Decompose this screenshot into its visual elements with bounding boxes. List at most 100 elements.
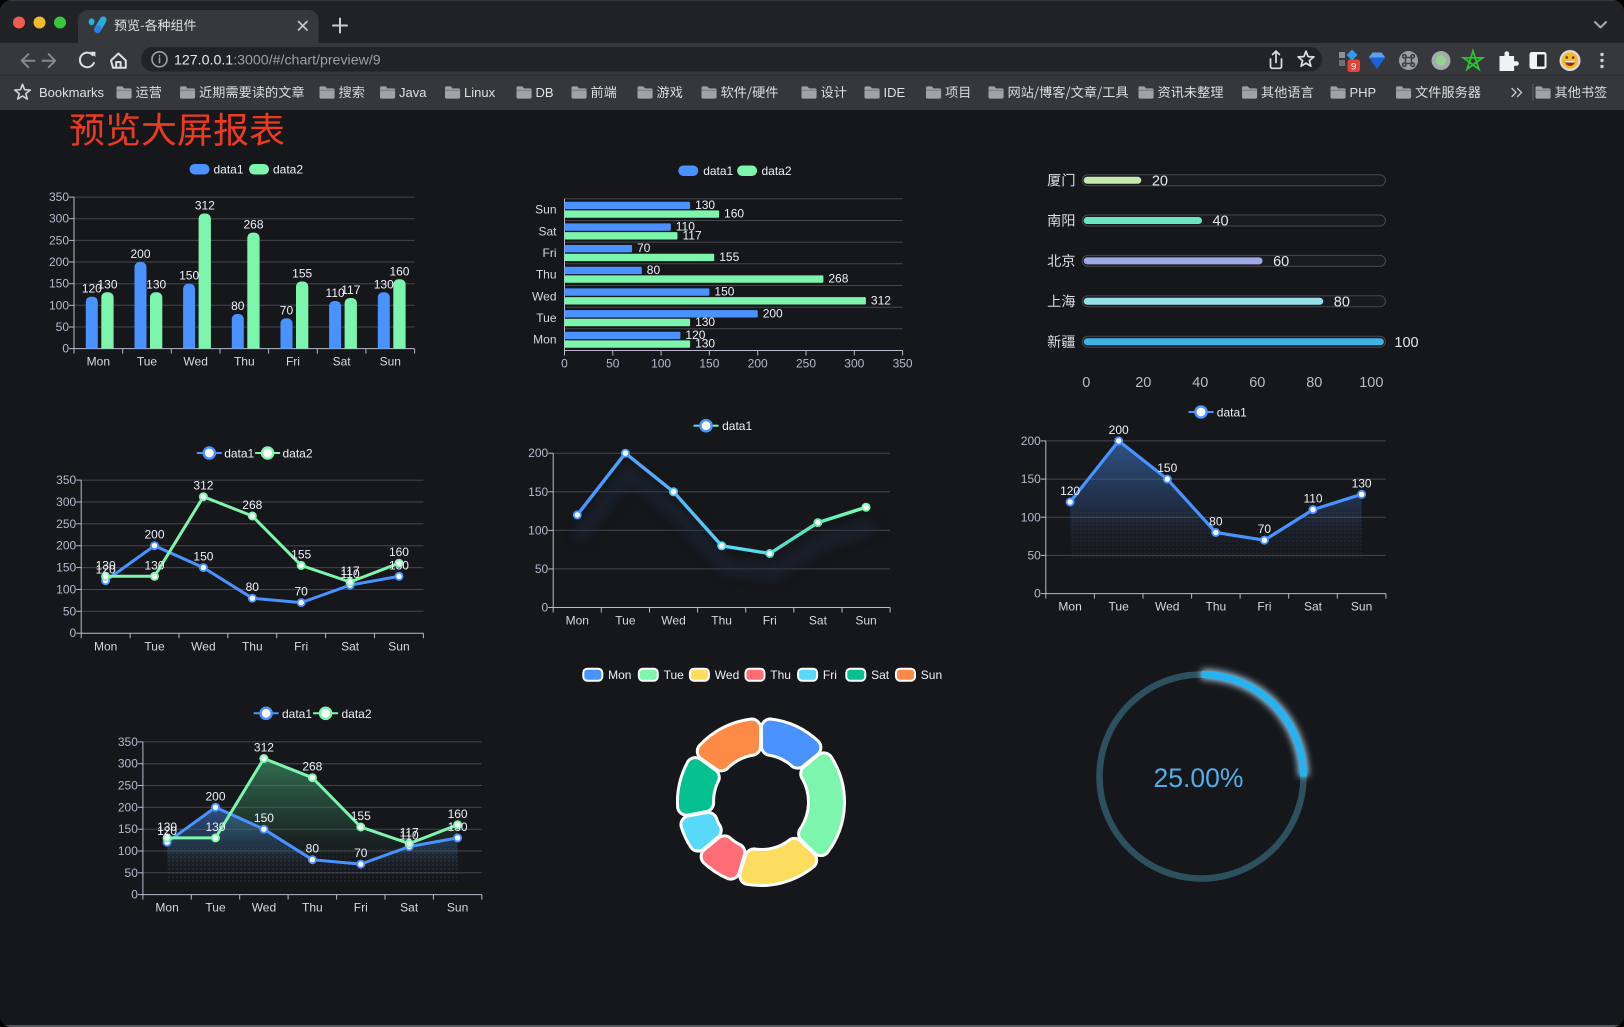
svg-text:DB: DB — [536, 85, 554, 100]
svg-text:110: 110 — [1303, 492, 1322, 506]
svg-text:127.0.0.1: 127.0.0.1 — [174, 52, 233, 68]
svg-text:Mon: Mon — [94, 640, 117, 654]
svg-text:data2: data2 — [283, 447, 313, 461]
svg-text:200: 200 — [145, 528, 165, 542]
svg-text:Tue: Tue — [1109, 600, 1130, 614]
svg-text:312: 312 — [871, 293, 891, 307]
svg-text:120: 120 — [1060, 484, 1080, 498]
svg-text:70: 70 — [295, 585, 309, 599]
svg-text:80: 80 — [1334, 294, 1350, 310]
svg-text:200: 200 — [748, 357, 768, 371]
svg-text:80: 80 — [306, 842, 320, 856]
svg-text:100: 100 — [1021, 510, 1041, 524]
svg-text:130: 130 — [146, 277, 166, 291]
svg-text:117: 117 — [683, 228, 702, 242]
svg-text:Mon: Mon — [608, 668, 631, 682]
svg-text:Sun: Sun — [380, 355, 401, 369]
svg-text:data1: data1 — [214, 163, 244, 177]
svg-text:80: 80 — [1209, 515, 1223, 529]
svg-text:150: 150 — [699, 357, 719, 371]
svg-text:Tue: Tue — [536, 311, 557, 325]
svg-text:150: 150 — [1157, 461, 1177, 475]
svg-text:60: 60 — [1273, 254, 1289, 270]
svg-text:Sat: Sat — [809, 614, 828, 628]
svg-text:Sun: Sun — [447, 901, 468, 915]
svg-text:155: 155 — [719, 250, 739, 264]
svg-text:200: 200 — [1021, 434, 1041, 448]
svg-text:130: 130 — [448, 820, 468, 834]
svg-text:Wed: Wed — [532, 289, 556, 303]
svg-text:9: 9 — [1351, 62, 1356, 73]
svg-text:200: 200 — [1109, 423, 1129, 437]
svg-text:200: 200 — [118, 800, 138, 814]
svg-text:100: 100 — [56, 582, 76, 596]
svg-text:160: 160 — [448, 807, 468, 821]
svg-text:Wed: Wed — [715, 668, 739, 682]
svg-text:70: 70 — [1258, 522, 1272, 536]
svg-text:Sun: Sun — [855, 614, 876, 628]
svg-text:300: 300 — [49, 212, 69, 226]
svg-text:117: 117 — [341, 283, 360, 297]
svg-text:130: 130 — [145, 558, 165, 572]
svg-text:120: 120 — [82, 282, 102, 296]
svg-text:Bookmarks: Bookmarks — [39, 85, 105, 100]
svg-text:IDE: IDE — [884, 85, 906, 100]
svg-text:70: 70 — [354, 846, 368, 860]
svg-text:160: 160 — [389, 545, 409, 559]
svg-text:155: 155 — [292, 267, 312, 281]
svg-text:Tue: Tue — [615, 614, 636, 628]
svg-text:130: 130 — [96, 558, 116, 572]
svg-text:Java: Java — [399, 85, 427, 100]
svg-text:Sat: Sat — [400, 901, 419, 915]
svg-text:300: 300 — [118, 757, 138, 771]
svg-text:Fri: Fri — [763, 614, 777, 628]
svg-text:Tue: Tue — [137, 355, 158, 369]
svg-text:50: 50 — [606, 357, 620, 371]
svg-text:Sat: Sat — [871, 668, 890, 682]
svg-text:Sat: Sat — [1304, 600, 1323, 614]
svg-text:80: 80 — [647, 263, 661, 277]
svg-text:60: 60 — [1249, 375, 1265, 391]
svg-text:0: 0 — [542, 601, 549, 615]
svg-text:155: 155 — [351, 809, 371, 823]
svg-text:350: 350 — [118, 735, 138, 749]
svg-text:Thu: Thu — [242, 640, 263, 654]
svg-text:Mon: Mon — [155, 901, 178, 915]
svg-text:Wed: Wed — [252, 901, 276, 915]
svg-text:50: 50 — [1027, 548, 1041, 562]
svg-text:Sun: Sun — [535, 203, 556, 217]
svg-text:150: 150 — [714, 285, 734, 299]
svg-text:Tue: Tue — [664, 668, 685, 682]
svg-text:268: 268 — [302, 760, 322, 774]
svg-text:Sun: Sun — [1351, 600, 1372, 614]
svg-text:Tue: Tue — [205, 901, 226, 915]
svg-text:0: 0 — [131, 888, 138, 902]
svg-text:Thu: Thu — [536, 268, 557, 282]
svg-text:150: 150 — [179, 269, 199, 283]
svg-text:160: 160 — [724, 207, 744, 221]
svg-text:Mon: Mon — [533, 333, 556, 347]
svg-text:Sat: Sat — [538, 224, 557, 238]
svg-text:117: 117 — [341, 564, 360, 578]
svg-text:110: 110 — [676, 220, 695, 234]
svg-text:268: 268 — [243, 218, 263, 232]
svg-text:data2: data2 — [273, 163, 303, 177]
svg-text:Thu: Thu — [234, 355, 255, 369]
svg-text:200: 200 — [56, 539, 76, 553]
svg-text:Sun: Sun — [921, 668, 942, 682]
svg-text:data1: data1 — [703, 164, 733, 178]
svg-text:Thu: Thu — [770, 668, 791, 682]
svg-text:20: 20 — [1135, 375, 1151, 391]
svg-text:150: 150 — [56, 561, 76, 575]
svg-text:Thu: Thu — [711, 614, 732, 628]
svg-text:data1: data1 — [282, 707, 312, 721]
svg-text:70: 70 — [280, 303, 294, 317]
svg-text:312: 312 — [195, 199, 215, 213]
svg-text:0: 0 — [1034, 587, 1041, 601]
svg-text:Fri: Fri — [1257, 600, 1271, 614]
svg-text:130: 130 — [98, 277, 118, 291]
svg-text:150: 150 — [1021, 472, 1041, 486]
svg-text:150: 150 — [118, 822, 138, 836]
svg-text:Sat: Sat — [333, 355, 352, 369]
svg-text:Tue: Tue — [144, 640, 165, 654]
